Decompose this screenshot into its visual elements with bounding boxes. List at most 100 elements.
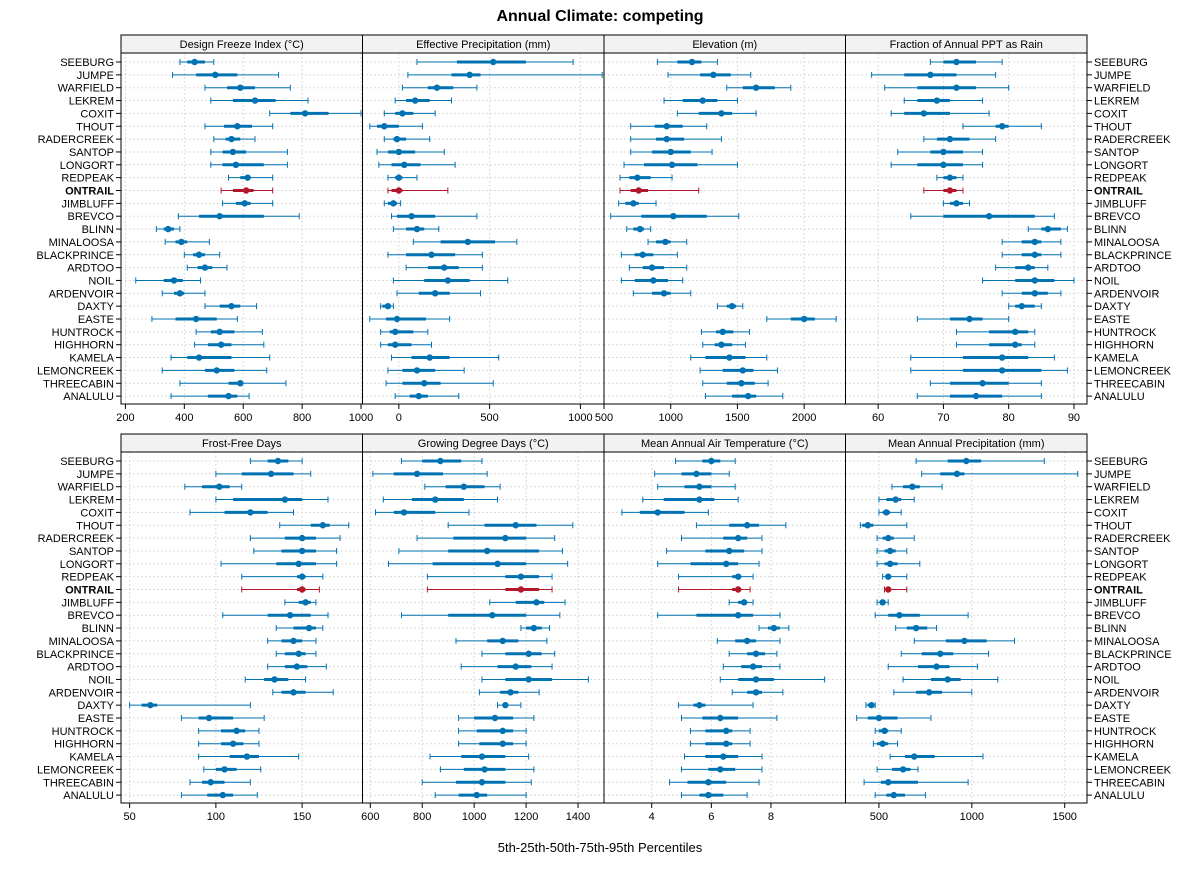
median-point (946, 187, 954, 194)
range-radercreek (416, 534, 556, 542)
median-point (739, 367, 746, 374)
median-point (393, 135, 401, 143)
site-label-left: HIGHHORN (54, 340, 114, 352)
median-point (225, 392, 232, 400)
site-label-left: KAMELA (69, 353, 114, 365)
site-label-right: HUNTROCK (1094, 327, 1157, 339)
range-highhorn (872, 740, 899, 747)
median-point (216, 483, 223, 490)
median-point (920, 110, 928, 117)
figure-x-axis-label: 5th-25th-50th-75th-95th Percentiles (498, 840, 703, 855)
range-kamela (910, 354, 1055, 361)
range-threecabin (863, 779, 969, 786)
median-point (944, 676, 951, 683)
range-easte (766, 315, 837, 323)
range-brevco (391, 213, 478, 220)
range-jimbluff (489, 599, 566, 606)
median-point (525, 676, 532, 683)
site-label-left: THOUT (76, 520, 114, 532)
site-label-left: ONTRAIL (65, 585, 114, 597)
x-tick-label: 100 (207, 811, 225, 823)
median-point (699, 97, 706, 104)
median-point (946, 135, 954, 143)
median-point (720, 753, 727, 760)
median-point (800, 315, 808, 323)
median-point (176, 290, 184, 297)
site-label-left: RADERCREEK (38, 134, 115, 146)
median-point (1031, 251, 1038, 258)
range-noil (719, 676, 826, 683)
median-point (221, 766, 228, 773)
site-label-right: BREVCO (1094, 211, 1141, 223)
site-label-left: KAMELA (69, 752, 114, 764)
median-point (998, 354, 1006, 361)
median-point (749, 663, 757, 670)
range-lekrem (903, 97, 984, 104)
range-daxty (716, 302, 744, 310)
median-point (195, 251, 203, 258)
range-daxty (497, 701, 522, 709)
range-jimbluff (942, 200, 971, 207)
x-tick-label: 6 (708, 811, 714, 823)
range-ontrail (220, 187, 274, 194)
site-label-right: COXIT (1094, 507, 1128, 519)
range-longort (220, 560, 338, 567)
median-point (400, 509, 408, 516)
median-point (953, 84, 960, 91)
range-lemoncreek (203, 766, 262, 773)
range-highhorn (194, 341, 265, 348)
median-point (953, 470, 961, 478)
median-point (178, 238, 185, 246)
median-point (734, 573, 742, 580)
median-point (216, 213, 223, 220)
median-point (667, 148, 674, 156)
range-blackprince (900, 650, 990, 657)
median-point (723, 740, 730, 747)
range-noil (244, 676, 307, 683)
median-point (237, 84, 244, 91)
site-label-right: NOIL (1094, 275, 1120, 287)
median-point (718, 110, 725, 117)
x-tick-label: 1400 (566, 811, 590, 823)
median-point (635, 187, 642, 194)
median-point (290, 637, 297, 645)
range-lekrem (642, 496, 739, 503)
range-analulu (180, 791, 258, 799)
site-label-right: ARDTOO (1094, 263, 1141, 275)
panel-title: Elevation (m) (692, 39, 757, 51)
site-label-right: WARFIELD (1094, 482, 1150, 494)
median-point (233, 727, 240, 735)
x-tick-label: 600 (361, 811, 379, 823)
site-label-left: BLACKPRINCE (36, 250, 114, 262)
range-daxty (129, 701, 251, 709)
site-label-left: RADERCREEK (38, 533, 115, 545)
x-tick-label: 1000 (568, 412, 592, 424)
range-blackprince (183, 251, 221, 258)
median-point (244, 174, 251, 181)
range-coxit (878, 509, 902, 516)
site-label-right: JUMPE (1094, 70, 1131, 82)
range-seeburg (656, 58, 718, 66)
site-label-left: ARDENVOIR (49, 288, 114, 300)
site-label-right: EASTE (1094, 314, 1130, 326)
range-jumpe (407, 71, 603, 79)
median-point (1044, 225, 1052, 233)
median-point (219, 791, 226, 799)
median-point (953, 200, 960, 207)
range-analulu (874, 791, 926, 799)
range-blinn (392, 225, 440, 233)
site-label-left: BREVCO (68, 211, 115, 223)
median-point (229, 740, 237, 747)
median-point (634, 174, 641, 181)
median-point (207, 779, 214, 786)
range-coxit (269, 110, 362, 117)
median-point (305, 624, 313, 632)
median-point (229, 148, 237, 156)
median-point (886, 547, 894, 555)
range-redpeak (619, 174, 673, 181)
range-lemoncreek (699, 367, 778, 374)
range-radercreek (923, 135, 997, 143)
median-point (650, 277, 657, 284)
range-seeburg (249, 457, 303, 465)
range-huntrock (874, 727, 902, 735)
